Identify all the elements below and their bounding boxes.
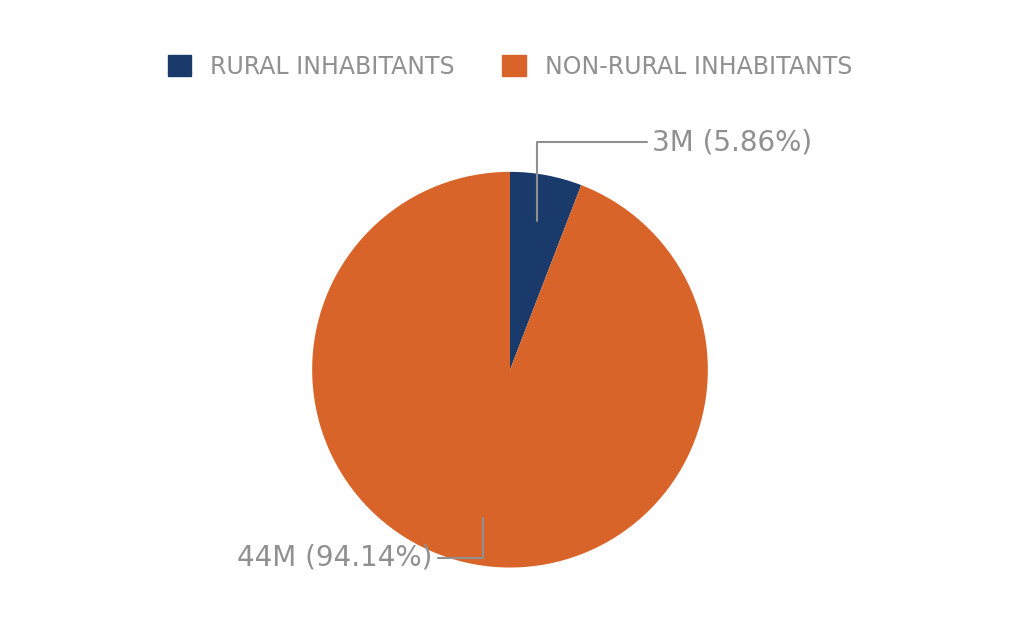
- Wedge shape: [312, 172, 707, 568]
- Legend: RURAL INHABITANTS, NON-RURAL INHABITANTS: RURAL INHABITANTS, NON-RURAL INHABITANTS: [158, 45, 861, 88]
- Text: 44M (94.14%): 44M (94.14%): [236, 518, 482, 572]
- Text: 3M (5.86%): 3M (5.86%): [537, 128, 812, 221]
- Wedge shape: [510, 172, 581, 370]
